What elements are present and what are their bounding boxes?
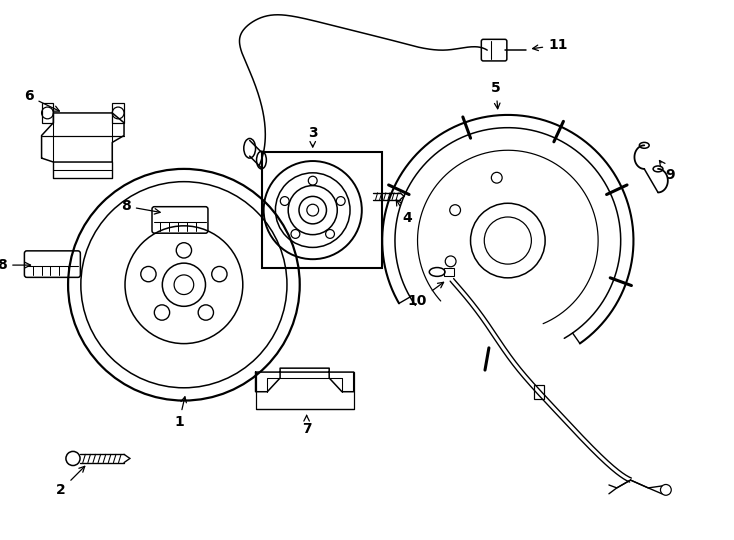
Text: 3: 3 — [308, 126, 318, 147]
Text: 8: 8 — [0, 258, 31, 272]
Text: 4: 4 — [396, 200, 412, 225]
Text: 10: 10 — [408, 282, 443, 308]
Text: 6: 6 — [24, 89, 59, 111]
Text: 9: 9 — [659, 160, 675, 182]
Bar — [444, 268, 454, 276]
Bar — [263, 152, 382, 268]
Bar — [112, 103, 124, 123]
Text: 5: 5 — [491, 82, 501, 109]
Text: 11: 11 — [533, 38, 567, 52]
Text: 1: 1 — [174, 397, 186, 429]
Bar — [534, 386, 544, 399]
Bar — [42, 103, 54, 123]
Text: 8: 8 — [121, 199, 160, 214]
Text: 7: 7 — [302, 415, 311, 436]
Text: 2: 2 — [57, 467, 84, 497]
